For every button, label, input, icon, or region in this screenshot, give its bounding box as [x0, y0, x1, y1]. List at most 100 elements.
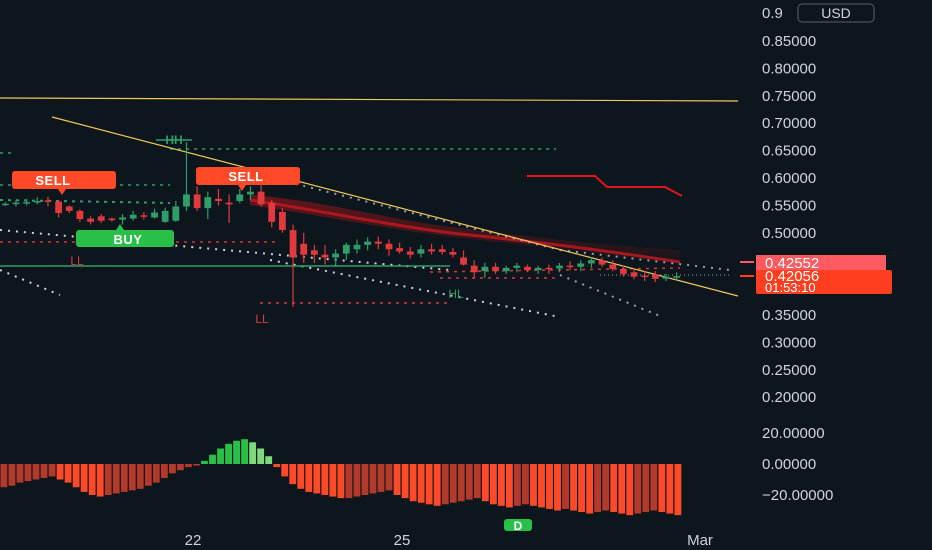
price-axis-label: 0.65000: [762, 143, 816, 160]
histogram-bar: [305, 464, 313, 492]
currency-button-label: USD: [821, 5, 851, 21]
candle-body: [460, 257, 467, 265]
candle-body: [12, 202, 20, 205]
d-badge: D: [504, 519, 532, 533]
trend-lines[interactable]: [0, 97, 739, 297]
buy-signal-1[interactable]: BUY: [76, 224, 174, 247]
histogram-bar: [152, 464, 160, 483]
candle-body: [556, 265, 563, 269]
sell-signal-2-label: SELL: [228, 169, 263, 184]
histogram-bar: [72, 464, 80, 488]
d-badge-label: D: [514, 519, 523, 533]
candle-body: [566, 265, 574, 268]
candle-body: [33, 201, 41, 203]
candle-body: [236, 194, 244, 202]
histogram-bar: [329, 464, 337, 497]
candle-body: [204, 197, 212, 209]
candle-body: [396, 248, 404, 252]
histogram-bar: [618, 464, 626, 514]
histogram-bar: [473, 464, 481, 499]
candle-body: [108, 218, 116, 221]
histogram-bar: [289, 464, 297, 485]
resistance-line: [0, 97, 739, 102]
histogram-bar: [0, 464, 8, 488]
histogram-bar: [24, 464, 32, 482]
price-axis-label: 0.75000: [762, 88, 816, 105]
candle-body: [417, 249, 425, 254]
price-axis-label: 0.80000: [762, 60, 816, 77]
candle-body: [524, 266, 531, 271]
price-tag-countdown: 01:53:10: [765, 280, 816, 295]
candle-body: [641, 275, 649, 278]
histogram-bar: [554, 464, 561, 511]
currency-button[interactable]: USD: [797, 3, 875, 23]
price-axis[interactable]: 0.9 0.85000 0.80000 0.75000 0.70000 0.65000 0…: [762, 5, 833, 504]
buy-signal-1-label: BUY: [114, 232, 143, 247]
histogram-bar: [273, 464, 281, 468]
sell-signal-2[interactable]: SELL: [196, 167, 300, 191]
histogram-bar: [225, 443, 232, 464]
candle-body: [1, 203, 9, 206]
price-axis-label: 0.30000: [762, 334, 816, 351]
candle-body: [428, 249, 435, 252]
candle-body: [470, 265, 478, 273]
histogram-bar: [48, 464, 56, 477]
histogram-bar: [546, 464, 553, 509]
candle-body: [129, 214, 137, 219]
price-tag-upper: 0.42552: [740, 255, 886, 272]
histogram-bar: [16, 464, 24, 483]
hl-label: HL: [448, 287, 464, 301]
candle-body: [353, 244, 361, 250]
price-tag-upper-value: 0.42552: [765, 255, 819, 272]
price-axis-label: 0.50000: [762, 225, 816, 242]
histogram-bar: [321, 464, 329, 495]
candle-body: [534, 267, 542, 271]
ll-label-2: LL: [255, 312, 269, 326]
candle-body: [55, 201, 63, 214]
time-axis[interactable]: 22 25 Mar: [185, 532, 713, 549]
histogram-bar: [120, 464, 128, 492]
candle-body: [630, 272, 638, 277]
candle-body: [406, 251, 414, 255]
candle-body: [215, 198, 222, 202]
oscillator-histogram: [0, 439, 682, 516]
time-axis-label-mar: Mar: [687, 532, 713, 549]
histogram-bar: [401, 464, 409, 499]
candle-body: [119, 217, 126, 220]
histogram-bar: [80, 464, 88, 492]
hh-marker: HH: [156, 133, 192, 147]
histogram-bar: [449, 464, 457, 503]
histogram-bar: [64, 464, 72, 483]
ll-label-1: LL: [70, 254, 84, 268]
sell-signal-1[interactable]: SELL: [12, 171, 116, 195]
histogram-bar: [209, 454, 216, 464]
candle-body: [310, 250, 318, 255]
candle-body: [65, 206, 73, 211]
histogram-bar: [578, 464, 586, 513]
histogram-bar: [297, 464, 305, 489]
histogram-bar: [88, 464, 96, 495]
histogram-bar: [144, 464, 152, 486]
candle-body: [257, 191, 265, 205]
histogram-bar: [377, 464, 385, 492]
hl-marker: HL: [448, 287, 464, 301]
histogram-bar: [313, 464, 321, 494]
histogram-bar: [457, 464, 465, 502]
candle-body: [438, 249, 446, 252]
sell-signal-1-label: SELL: [35, 173, 70, 188]
histogram-bar: [32, 464, 40, 480]
histogram-bar: [610, 464, 618, 513]
histogram-bar: [217, 448, 224, 464]
candle-body: [268, 202, 276, 222]
candle-body: [619, 268, 627, 274]
candle-body: [662, 276, 670, 279]
candle-body: [449, 251, 457, 255]
candle-body: [502, 267, 510, 272]
histogram-bar: [136, 464, 144, 489]
histogram-bar: [185, 464, 192, 468]
histogram-bar: [497, 464, 505, 506]
histogram-bar: [249, 442, 257, 464]
histogram-bar: [481, 464, 489, 502]
ll-marker-1: LL: [70, 254, 84, 268]
